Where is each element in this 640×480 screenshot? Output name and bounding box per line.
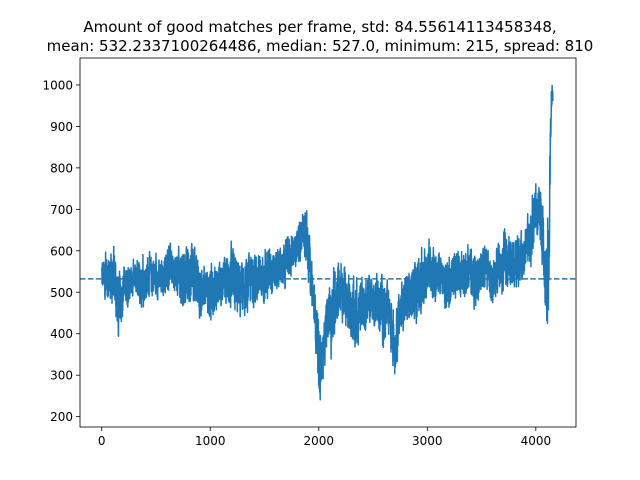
- y-tick-label: 600: [50, 244, 73, 258]
- x-tick-label: 3000: [412, 434, 443, 448]
- y-tick-label: 400: [50, 327, 73, 341]
- axes-frame: [79, 57, 577, 428]
- axes: 0 1000 2000 3000 4000 200 300 400 500 600 700 800 90…: [42, 57, 577, 448]
- data-series-line: [100, 84, 554, 401]
- x-tick-label: 2000: [304, 434, 335, 448]
- chart-title-line-1: Amount of good matches per frame, std: 8…: [83, 18, 556, 36]
- y-tick-label: 800: [50, 161, 73, 175]
- x-tick-label: 4000: [521, 434, 552, 448]
- x-tick-label: 0: [98, 434, 106, 448]
- y-tick-label: 300: [50, 369, 73, 383]
- y-tick-label: 500: [50, 286, 73, 300]
- y-tick-label: 200: [50, 410, 73, 424]
- x-tick-label: 1000: [195, 434, 226, 448]
- y-tick-label: 900: [50, 120, 73, 134]
- y-tick-label: 1000: [42, 78, 73, 92]
- y-tick-label: 700: [50, 203, 73, 217]
- plot-area: [80, 84, 576, 401]
- chart-title-line-2: mean: 532.2337100264486, median: 527.0, …: [47, 37, 594, 55]
